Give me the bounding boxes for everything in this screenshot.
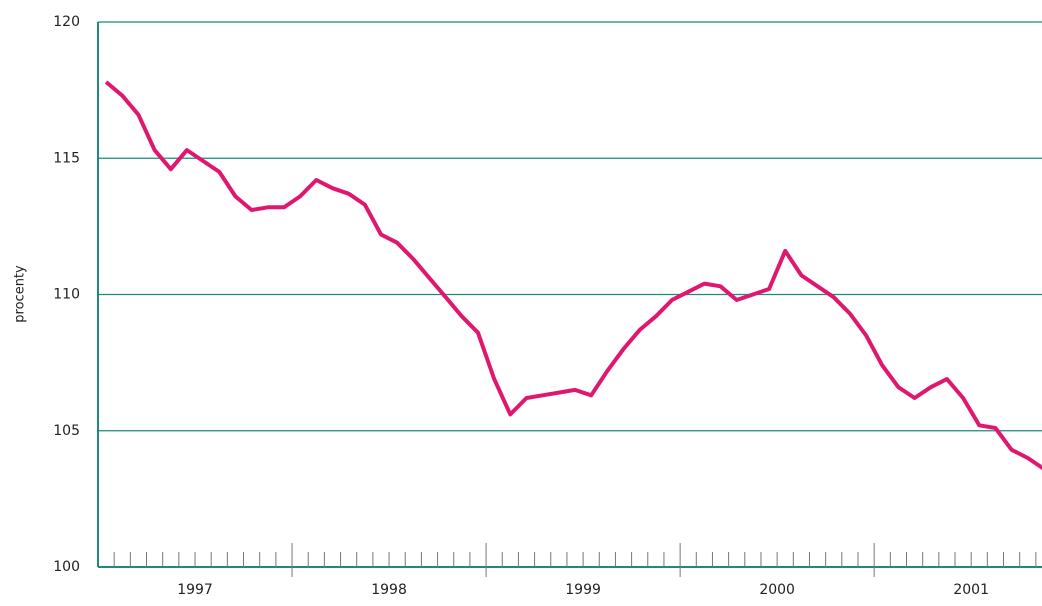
x-tick-label: 1998 (371, 582, 407, 598)
data-line (104, 80, 1042, 471)
y-tick-label: 120 (53, 14, 80, 30)
y-tick-label: 115 (53, 150, 80, 166)
x-tick-label: 1999 (565, 582, 601, 598)
x-tick-label: 2000 (759, 582, 795, 598)
y-tick-label: 100 (53, 559, 80, 575)
y-tick-label: 105 (53, 423, 80, 439)
x-tick-label: 2001 (953, 582, 989, 598)
y-axis-label: procenty (13, 265, 28, 323)
y-tick-label: 110 (53, 287, 80, 303)
x-tick-label: 1997 (177, 582, 213, 598)
